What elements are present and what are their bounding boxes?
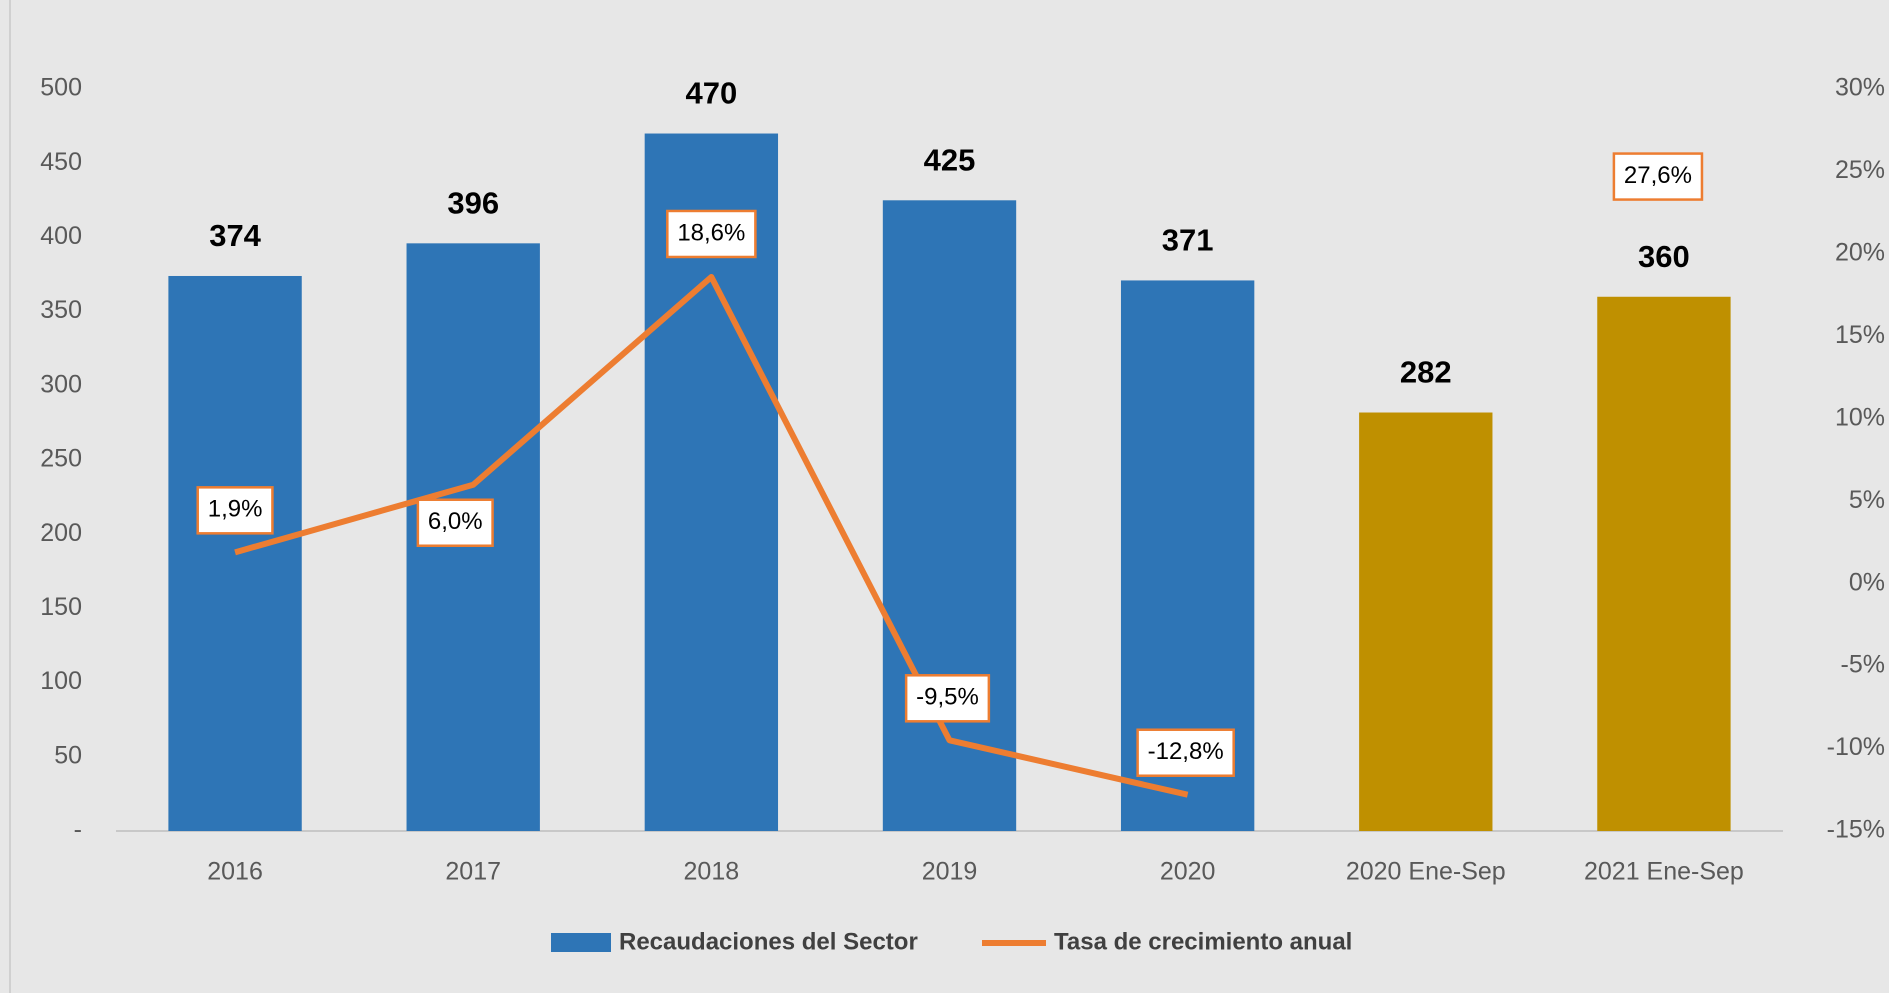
x-tick-label: 2020 [1160, 858, 1216, 886]
y2-tick-label: 20% [1835, 238, 1885, 266]
y-tick-label: 350 [40, 296, 82, 324]
y-tick-label: 300 [40, 370, 82, 398]
y-tick-label: 450 [40, 148, 82, 176]
legend-swatch [551, 933, 611, 952]
line-label-box [1136, 728, 1235, 777]
bar-value-label: 396 [447, 186, 499, 221]
y2-tick-label: 10% [1835, 403, 1885, 431]
y2-tick-label: 15% [1835, 321, 1885, 349]
line-label-box [416, 498, 494, 547]
bar-value-label: 282 [1400, 355, 1452, 390]
bar-value-label: 374 [209, 218, 261, 253]
y-tick-label: 50 [54, 741, 82, 769]
y2-tick-label: -5% [1841, 651, 1885, 679]
bar-value-label: 425 [924, 142, 976, 177]
y-tick-label: - [74, 816, 82, 844]
y2-tick-label: 0% [1849, 568, 1885, 596]
line-value-label: -12,8% [1148, 738, 1224, 765]
y-tick-label: 500 [40, 74, 82, 102]
x-tick-label: 2019 [922, 858, 978, 886]
y2-tick-label: 25% [1835, 156, 1885, 184]
y-tick-label: 200 [40, 519, 82, 547]
bar-value-label: 360 [1638, 239, 1690, 274]
line-label-box [196, 486, 274, 535]
bar [882, 200, 1017, 832]
legend-label: Recaudaciones del Sector [619, 928, 918, 955]
bar-value-label: 371 [1162, 223, 1214, 258]
y-tick-label: 400 [40, 222, 82, 250]
line-value-label: 27,6% [1624, 162, 1692, 189]
line-label-box [1612, 152, 1704, 201]
line-label-box [666, 209, 757, 259]
bar [1597, 296, 1731, 831]
y-tick-label: 100 [40, 667, 82, 695]
y2-tick-label: 30% [1835, 74, 1885, 102]
legend-label: Tasa de crecimiento anual [1054, 928, 1352, 955]
line-value-label: 6,0% [428, 508, 483, 535]
x-tick-label: 2016 [207, 858, 263, 886]
bar-value-label: 470 [685, 76, 737, 111]
x-tick-label: 2018 [684, 858, 740, 886]
line-value-label: -9,5% [916, 684, 979, 711]
y-tick-label: 250 [40, 445, 82, 473]
y2-tick-label: -15% [1827, 816, 1885, 844]
line-label-box [904, 674, 991, 723]
bar [1359, 412, 1493, 831]
bar [168, 275, 302, 831]
x-tick-label: 2021 Ene-Sep [1584, 858, 1744, 886]
line-value-label: 1,9% [208, 496, 263, 523]
y2-tick-label: -10% [1827, 733, 1885, 761]
x-tick-label: 2017 [445, 858, 501, 886]
y-tick-label: 150 [40, 593, 82, 621]
line-value-label: 18,6% [677, 219, 745, 246]
y2-tick-label: 5% [1849, 486, 1885, 514]
x-tick-label: 2020 Ene-Sep [1346, 858, 1506, 886]
